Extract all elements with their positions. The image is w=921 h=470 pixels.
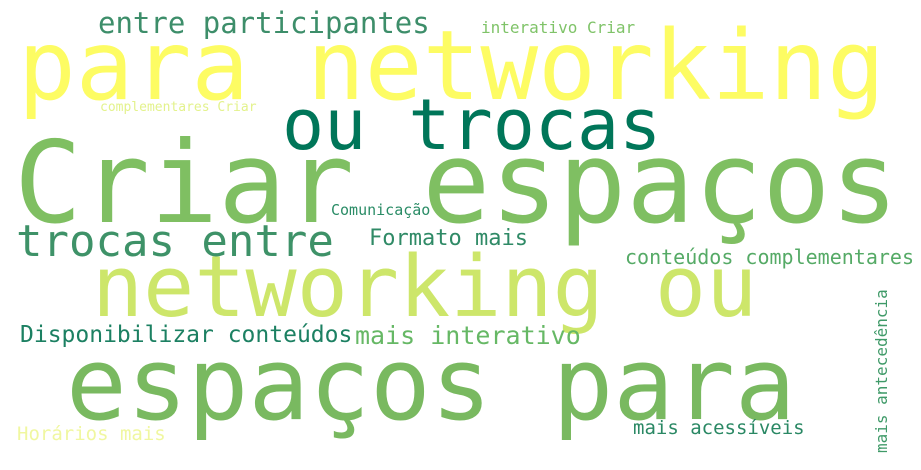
word-mais-antecedencia: mais antecedência bbox=[872, 289, 891, 453]
word-mais-interativo: mais interativo bbox=[355, 321, 581, 350]
word-para-networking: para networking bbox=[18, 10, 885, 122]
word-entre-participantes: entre participantes bbox=[98, 6, 430, 40]
word-trocas-entre: trocas entre bbox=[16, 216, 334, 267]
word-disponibilizar-conteudos: Disponibilizar conteúdos bbox=[20, 322, 353, 348]
word-mais-acessiveis: mais acessíveis bbox=[633, 417, 805, 439]
word-ou-trocas: ou trocas bbox=[282, 84, 662, 166]
word-comunicacao: Comunicação bbox=[331, 201, 431, 219]
word-criar-espacos: Criar espaços bbox=[14, 117, 899, 249]
word-complementares-criar: complementares Criar bbox=[100, 100, 257, 115]
word-conteudos-complementares: conteúdos complementares bbox=[625, 245, 914, 269]
word-networking-ou: networking ou bbox=[92, 238, 758, 337]
word-espacos-para: espaços para bbox=[66, 325, 796, 443]
word-interativo-criar: interativo Criar bbox=[481, 18, 636, 37]
word-horarios-mais: Horários mais bbox=[17, 423, 166, 445]
word-formato-mais: Formato mais bbox=[369, 226, 528, 251]
